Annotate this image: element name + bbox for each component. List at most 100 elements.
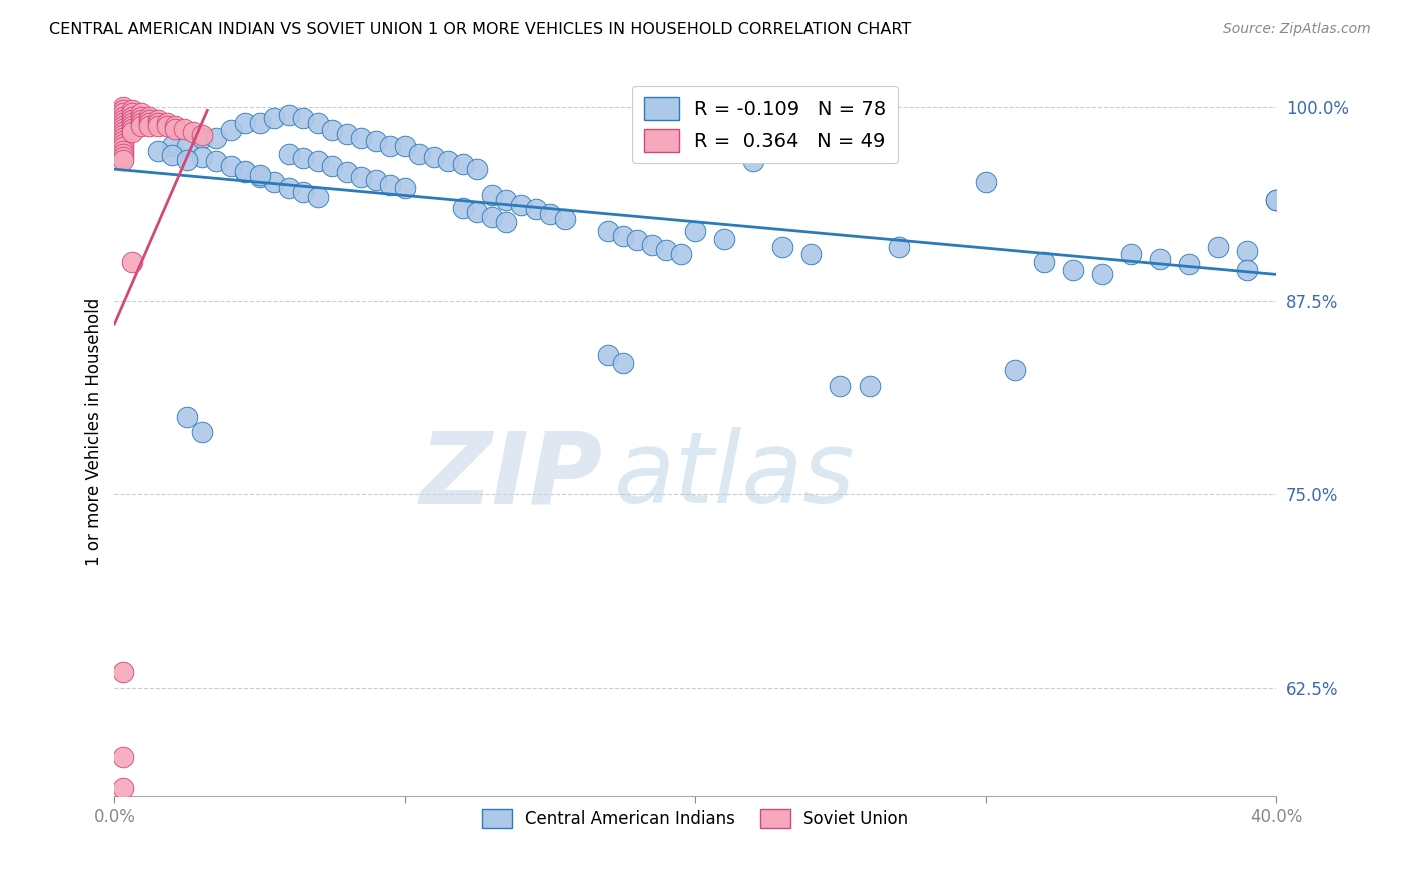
Point bbox=[292, 151, 315, 165]
Point bbox=[121, 110, 143, 124]
Point bbox=[538, 207, 561, 221]
Point bbox=[770, 239, 793, 253]
Point bbox=[249, 116, 271, 130]
Point bbox=[292, 186, 315, 200]
Text: atlas: atlas bbox=[614, 427, 856, 524]
Legend: Central American Indians, Soviet Union: Central American Indians, Soviet Union bbox=[475, 803, 915, 835]
Point bbox=[112, 150, 135, 164]
Point bbox=[1265, 193, 1288, 207]
Point bbox=[1206, 239, 1229, 253]
Point bbox=[655, 243, 678, 257]
Point bbox=[138, 112, 160, 127]
Point bbox=[277, 108, 299, 122]
Point bbox=[887, 239, 910, 253]
Point bbox=[713, 232, 735, 246]
Point bbox=[641, 238, 664, 252]
Point bbox=[263, 111, 285, 125]
Point bbox=[121, 103, 143, 118]
Point bbox=[121, 255, 143, 269]
Point bbox=[190, 425, 212, 440]
Point bbox=[112, 128, 135, 142]
Point bbox=[121, 121, 143, 136]
Point bbox=[974, 175, 997, 189]
Point bbox=[138, 116, 160, 130]
Point bbox=[1236, 262, 1258, 277]
Point bbox=[467, 205, 489, 219]
Point bbox=[190, 128, 212, 142]
Point bbox=[121, 106, 143, 120]
Point bbox=[554, 211, 576, 226]
Point bbox=[112, 103, 135, 118]
Point bbox=[176, 139, 198, 153]
Point bbox=[394, 139, 416, 153]
Y-axis label: 1 or more Vehicles in Household: 1 or more Vehicles in Household bbox=[86, 298, 103, 566]
Point bbox=[129, 116, 152, 130]
Point bbox=[830, 379, 852, 393]
Text: CENTRAL AMERICAN INDIAN VS SOVIET UNION 1 OR MORE VEHICLES IN HOUSEHOLD CORRELAT: CENTRAL AMERICAN INDIAN VS SOVIET UNION … bbox=[49, 22, 911, 37]
Point bbox=[190, 131, 212, 145]
Point bbox=[129, 106, 152, 120]
Point bbox=[1265, 193, 1288, 207]
Point bbox=[112, 112, 135, 127]
Point bbox=[451, 201, 474, 215]
Point bbox=[121, 125, 143, 139]
Point bbox=[307, 154, 329, 169]
Point bbox=[423, 150, 446, 164]
Text: ZIP: ZIP bbox=[419, 427, 602, 524]
Point bbox=[181, 125, 204, 139]
Point bbox=[626, 233, 648, 247]
Point bbox=[263, 175, 285, 189]
Point bbox=[598, 348, 620, 362]
Point bbox=[1178, 256, 1201, 270]
Point bbox=[162, 139, 184, 153]
Point bbox=[165, 119, 187, 133]
Point bbox=[112, 116, 135, 130]
Point bbox=[112, 750, 135, 764]
Point bbox=[1032, 255, 1054, 269]
Point bbox=[112, 137, 135, 152]
Point bbox=[364, 134, 387, 148]
Point bbox=[156, 116, 179, 130]
Point bbox=[800, 247, 823, 261]
Point bbox=[307, 190, 329, 204]
Point bbox=[138, 119, 160, 133]
Point bbox=[112, 131, 135, 145]
Point bbox=[1119, 247, 1142, 261]
Point bbox=[495, 193, 517, 207]
Point bbox=[112, 119, 135, 133]
Point bbox=[173, 121, 195, 136]
Point bbox=[292, 111, 315, 125]
Point bbox=[742, 154, 765, 169]
Point bbox=[336, 127, 359, 141]
Point bbox=[129, 112, 152, 127]
Point bbox=[277, 180, 299, 194]
Point bbox=[146, 116, 169, 130]
Point bbox=[146, 119, 169, 133]
Point bbox=[205, 131, 228, 145]
Point bbox=[277, 146, 299, 161]
Point bbox=[467, 162, 489, 177]
Point bbox=[138, 110, 160, 124]
Point bbox=[112, 134, 135, 148]
Point bbox=[1004, 363, 1026, 377]
Point bbox=[858, 379, 880, 393]
Point bbox=[612, 356, 634, 370]
Point bbox=[683, 224, 706, 238]
Point bbox=[165, 121, 187, 136]
Point bbox=[380, 178, 402, 192]
Point bbox=[336, 165, 359, 179]
Point bbox=[112, 140, 135, 154]
Point bbox=[219, 159, 242, 173]
Point bbox=[156, 119, 179, 133]
Point bbox=[612, 228, 634, 243]
Point bbox=[205, 154, 228, 169]
Point bbox=[121, 112, 143, 127]
Point bbox=[112, 153, 135, 167]
Point bbox=[481, 188, 503, 202]
Point bbox=[321, 123, 343, 137]
Point bbox=[176, 153, 198, 167]
Point bbox=[1149, 252, 1171, 266]
Point bbox=[1236, 244, 1258, 259]
Point bbox=[451, 157, 474, 171]
Point bbox=[350, 169, 373, 184]
